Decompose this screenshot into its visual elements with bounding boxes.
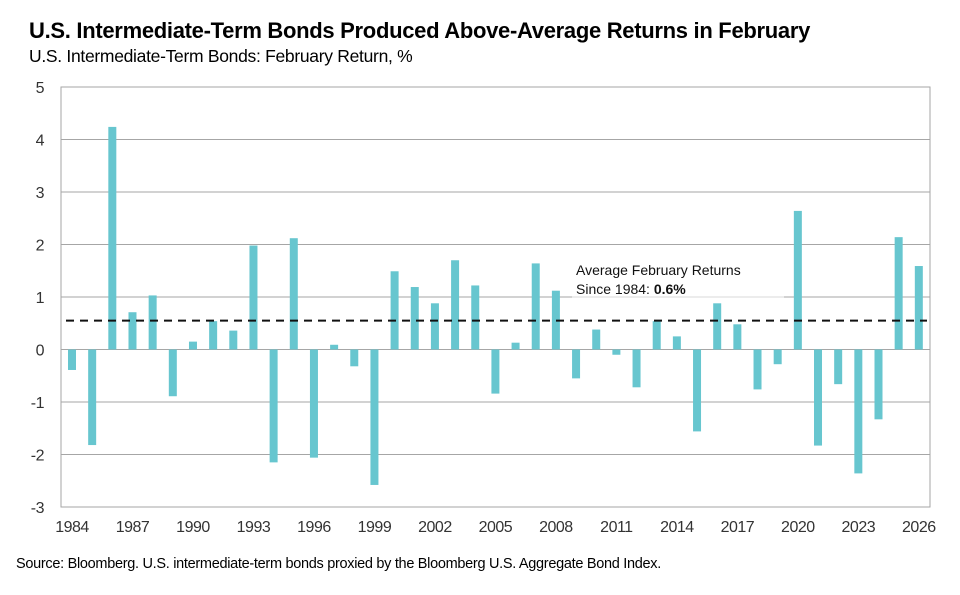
y-axis-ticks: 5 4 3 2 1 0 -1 -2 -3 (31, 80, 45, 517)
bar-2005 (491, 349, 500, 394)
bar-2021 (814, 349, 823, 446)
bar-2024 (874, 349, 883, 420)
bar-1994 (269, 349, 278, 463)
chart-title: U.S. Intermediate-Term Bonds Produced Ab… (29, 18, 811, 43)
x-axis-ticks: 1984 1987 1990 1993 1996 1999 2002 2005 2008 2011… (55, 519, 937, 536)
x-tick-label: 2014 (660, 519, 694, 536)
bar-1991 (209, 321, 218, 350)
bar-2001 (410, 287, 419, 350)
bar-2002 (430, 303, 439, 350)
x-tick-label: 1999 (358, 519, 392, 536)
bar-2026 (914, 266, 923, 350)
annotation-value: 0.6% (654, 281, 686, 297)
y-tick-label: 1 (36, 290, 45, 307)
y-tick-label: -2 (31, 448, 45, 465)
y-tick-label: 0 (36, 343, 45, 360)
bar-2006 (511, 342, 520, 350)
source-note: Source: Bloomberg. U.S. intermediate-ter… (16, 556, 661, 572)
x-tick-label: 2023 (842, 519, 876, 536)
x-tick-label: 1993 (237, 519, 271, 536)
bar-2015 (693, 349, 702, 432)
bar-2017 (733, 324, 742, 350)
x-tick-label: 2005 (479, 519, 513, 536)
bar-1998 (350, 349, 359, 367)
bar-2007 (531, 263, 540, 350)
bar-1986 (108, 126, 117, 350)
bar-2023 (854, 349, 863, 474)
annotation-background (572, 257, 784, 297)
x-tick-label: 1987 (116, 519, 150, 536)
bar-1989 (168, 349, 177, 397)
bar-1993 (249, 245, 258, 350)
bar-2016 (713, 303, 722, 350)
bar-2020 (793, 210, 802, 350)
bar-2003 (451, 260, 460, 350)
bar-1997 (330, 344, 339, 350)
bar-2012 (632, 349, 641, 388)
y-tick-label: -1 (31, 395, 45, 412)
annotation-line1: Average February Returns (576, 262, 741, 278)
plot-frame (60, 86, 931, 508)
bar-2022 (834, 349, 843, 385)
x-tick-label: 1984 (55, 519, 89, 536)
x-tick-label: 2026 (902, 519, 936, 536)
bar-1988 (148, 295, 157, 350)
bar-2011 (612, 349, 621, 355)
bar-1999 (370, 349, 379, 485)
bar-2004 (471, 285, 480, 350)
annotation-prefix: Since 1984: (576, 281, 654, 297)
x-tick-label: 1996 (297, 519, 331, 536)
bar-1984 (68, 349, 76, 370)
bar-2018 (753, 349, 762, 390)
bar-2019 (773, 349, 782, 365)
bar-1990 (188, 341, 197, 350)
y-tick-label: 5 (36, 80, 45, 97)
bar-2008 (551, 290, 560, 350)
x-tick-label: 2011 (600, 519, 633, 536)
y-tick-label: -3 (31, 500, 45, 517)
x-tick-label: 1990 (176, 519, 210, 536)
bar-2013 (652, 321, 661, 350)
y-tick-label: 3 (36, 185, 45, 202)
bar-2009 (572, 349, 581, 379)
bar-1985 (88, 349, 97, 446)
bar-2025 (894, 237, 903, 350)
bar-1995 (289, 238, 298, 350)
bar-2010 (592, 329, 601, 350)
y-tick-label: 2 (36, 238, 45, 255)
x-tick-label: 2008 (539, 519, 573, 536)
x-tick-label: 2017 (721, 519, 755, 536)
x-tick-label: 2002 (418, 519, 452, 536)
chart-subtitle: U.S. Intermediate-Term Bonds: February R… (29, 46, 413, 66)
bar-1996 (309, 349, 318, 458)
bar-1987 (128, 312, 137, 350)
bar-2000 (390, 271, 399, 350)
bars (68, 126, 923, 485)
bar-2014 (672, 336, 681, 350)
annotation-line2: Since 1984: 0.6% (576, 281, 686, 297)
bar-1992 (229, 330, 238, 350)
x-tick-label: 2020 (781, 519, 815, 536)
y-tick-label: 4 (36, 133, 45, 150)
